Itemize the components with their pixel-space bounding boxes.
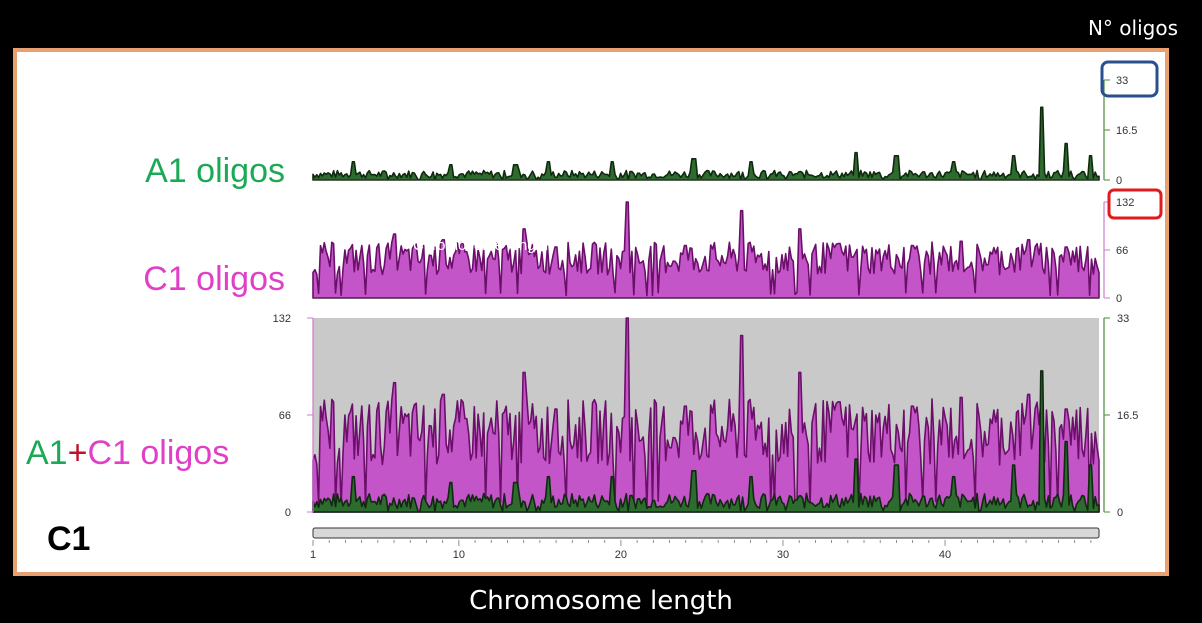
n-oligos-label: N° oligos: [1087, 16, 1178, 40]
figure-frame: 0 16.5 33 0 66 132 Chromosome length 0 0 66 16.5 13…: [13, 48, 1169, 576]
combined-right-tick-label: 16.5: [1117, 410, 1138, 422]
x-axis-tick-label: 1: [310, 549, 316, 561]
c1-chromosome-label: C1: [47, 520, 90, 558]
combined-a1-area: [312, 370, 1100, 513]
c1-right-tick-label: 0: [1116, 293, 1122, 305]
chromosome-length-label: Chromosome length: [469, 586, 733, 616]
overlay-text: Chromosome length: [413, 237, 548, 254]
a1-c1-oligos-label: A1+C1 oligos: [26, 434, 229, 472]
combined-right-tick-label: 0: [1117, 507, 1123, 519]
a1-oligos-label: A1 oligos: [145, 152, 285, 190]
x-axis-tick-label: 30: [777, 549, 789, 561]
a1-density-area: [312, 106, 1100, 181]
a1-right-tick-label: 33: [1116, 75, 1128, 87]
c1-density-area: [312, 201, 1100, 299]
a1-max-highlight-box: [1100, 60, 1159, 98]
c1-max-highlight-box: [1107, 188, 1163, 220]
c1-right-tick-label: 132: [1116, 197, 1134, 209]
x-axis-tick-label: 40: [939, 549, 951, 561]
c1-oligos-label: C1 oligos: [143, 260, 285, 298]
x-axis-tick-label: 20: [615, 549, 627, 561]
a1-right-tick-label: 0: [1116, 175, 1122, 187]
combined-c1-area: [312, 317, 1100, 513]
combined-left-tick-label: 66: [279, 410, 291, 422]
x-axis-tick-label: 10: [453, 549, 465, 561]
c1-right-tick-label: 66: [1116, 245, 1128, 257]
a1-right-tick-label: 16.5: [1116, 125, 1137, 137]
combined-left-tick-label: 132: [273, 313, 291, 325]
combined-right-tick-label: 33: [1117, 313, 1129, 325]
chromosome-ideogram: [312, 527, 1100, 539]
combined-left-tick-label: 0: [285, 507, 291, 519]
